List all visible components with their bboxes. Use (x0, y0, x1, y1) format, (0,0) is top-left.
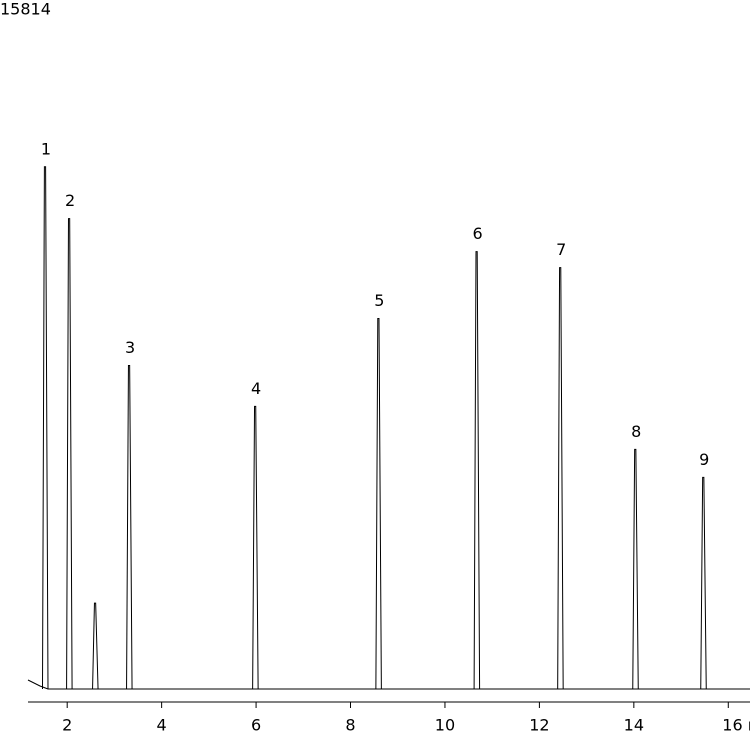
peak-label: 4 (251, 379, 261, 398)
peak-label: 8 (631, 422, 641, 441)
peak-label: 9 (699, 450, 709, 469)
x-tick-label: 12 (529, 716, 549, 734)
peak-label: 1 (41, 139, 51, 158)
peak (632, 448, 639, 690)
peak (375, 318, 382, 690)
x-tick-label: 16 min (722, 716, 750, 734)
x-tick-label: 10 (435, 716, 455, 734)
peak (126, 364, 133, 690)
peak-label: 3 (125, 338, 135, 357)
peak (473, 251, 481, 690)
peak (92, 602, 99, 690)
peak (252, 405, 259, 690)
x-tick-label: 4 (157, 716, 167, 734)
peak (66, 218, 73, 690)
x-tick-label: 6 (251, 716, 261, 734)
peak-label: 5 (374, 291, 384, 310)
peak (700, 476, 707, 690)
baseline (27, 679, 750, 690)
x-tick-label: 8 (345, 716, 355, 734)
x-tick-label: 2 (62, 716, 72, 734)
peak (41, 166, 49, 690)
peak-label: 6 (473, 224, 483, 243)
peak (557, 267, 564, 690)
peak-label: 7 (556, 240, 566, 259)
peak-label: 2 (65, 191, 75, 210)
y-label: 15814 (0, 0, 51, 19)
x-tick-label: 14 (624, 716, 644, 734)
